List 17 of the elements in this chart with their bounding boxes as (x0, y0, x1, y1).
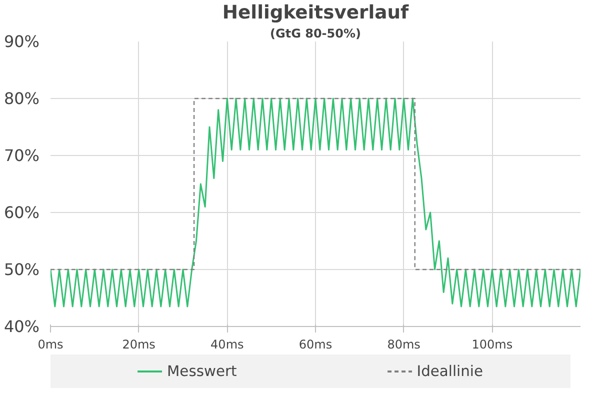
y-tick-label: 70% (4, 146, 40, 165)
y-tick-label: 80% (4, 89, 40, 108)
legend-label: Messwert (167, 362, 237, 380)
x-tick-label: 40ms (210, 338, 244, 352)
y-tick-label: 60% (4, 203, 40, 222)
x-tick-label: 80ms (387, 338, 420, 352)
x-tick-label: 20ms (122, 338, 156, 352)
y-tick-label: 40% (4, 317, 40, 336)
y-tick-label: 50% (4, 260, 40, 279)
x-tick-label: 0ms (38, 338, 64, 352)
x-tick-label: 60ms (298, 338, 332, 352)
chart-title: Helligkeitsverlauf (222, 2, 410, 24)
line-series (50, 98, 580, 308)
legend-label: Ideallinie (416, 362, 483, 380)
chart-subtitle: (GtG 80-50%) (270, 26, 361, 40)
x-tick-label: 100ms (472, 338, 513, 352)
y-tick-label: 90% (4, 32, 40, 51)
